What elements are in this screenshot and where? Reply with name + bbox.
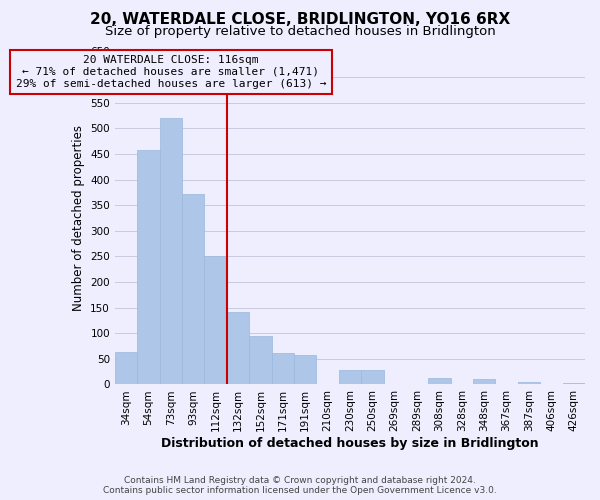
Bar (339, 370, 361, 384)
Bar (428, 378, 451, 384)
Bar (227, 312, 249, 384)
Text: 20 WATERDALE CLOSE: 116sqm
← 71% of detached houses are smaller (1,471)
29% of s: 20 WATERDALE CLOSE: 116sqm ← 71% of deta… (16, 56, 326, 88)
Text: Size of property relative to detached houses in Bridlington: Size of property relative to detached ho… (104, 25, 496, 38)
Bar (518, 382, 540, 384)
Bar (563, 383, 585, 384)
Bar (361, 370, 383, 384)
Bar (115, 352, 137, 384)
Bar (272, 352, 294, 384)
Y-axis label: Number of detached properties: Number of detached properties (72, 125, 85, 311)
Bar (294, 354, 316, 384)
Bar (205, 256, 227, 384)
Text: Contains HM Land Registry data © Crown copyright and database right 2024.
Contai: Contains HM Land Registry data © Crown c… (103, 476, 497, 495)
Bar (182, 194, 205, 384)
Bar (160, 118, 182, 384)
Bar (249, 336, 272, 384)
Bar (137, 150, 160, 384)
Bar (473, 380, 496, 384)
X-axis label: Distribution of detached houses by size in Bridlington: Distribution of detached houses by size … (161, 437, 539, 450)
Text: 20, WATERDALE CLOSE, BRIDLINGTON, YO16 6RX: 20, WATERDALE CLOSE, BRIDLINGTON, YO16 6… (90, 12, 510, 28)
